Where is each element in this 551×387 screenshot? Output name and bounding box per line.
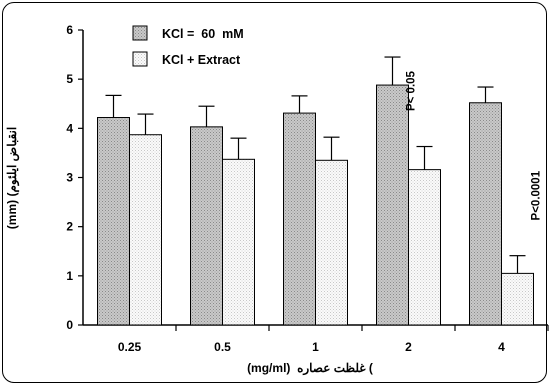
significance-annotation: P< 0.05 <box>406 70 418 111</box>
legend-swatch-kcl <box>132 25 148 41</box>
bar-extract <box>501 272 534 326</box>
bar-kcl <box>190 126 223 326</box>
significance-annotation: P<0.0001 <box>531 170 543 220</box>
x-tick-label: 2 <box>405 340 412 354</box>
bar-kcl <box>283 112 316 326</box>
plot-area: 0 1 2 3 4 5 6 0.25 0.5 1 2 4 P< 0.05 P<0.0001 <box>66 23 549 354</box>
y-tick-label: 1 <box>66 269 73 283</box>
x-tick-label: 1 <box>312 340 319 354</box>
bar-extract <box>222 158 255 326</box>
y-tick-label: 2 <box>66 220 73 234</box>
bar-kcl <box>376 84 409 326</box>
y-tick-label: 0 <box>66 318 73 332</box>
x-axis-title: (mg/ml) غلظت عصاره ( <box>247 361 373 376</box>
x-tick-label: 0.5 <box>214 340 231 354</box>
x-tick-label: 4 <box>498 340 505 354</box>
y-tick-label: 4 <box>66 121 73 135</box>
bar-extract <box>315 159 348 326</box>
bar-kcl <box>469 102 502 326</box>
legend-swatch-extract <box>132 51 148 67</box>
bar-kcl <box>97 117 130 326</box>
y-tick-label: 5 <box>66 72 73 86</box>
y-axis-title: (mm) (انقباض ايلئوم <box>5 127 20 229</box>
chart-frame <box>2 2 547 383</box>
bar-extract <box>408 169 441 326</box>
y-tick-label: 6 <box>66 23 73 37</box>
bar-extract <box>129 134 162 326</box>
legend-label-extract: KCl + Extract <box>162 53 241 67</box>
legend: KCl = 60 mM KCl + Extract <box>132 25 244 67</box>
legend-label-kcl: KCl = 60 mM <box>162 27 244 41</box>
x-tick-label: 0.25 <box>118 340 142 354</box>
y-tick-label: 3 <box>66 171 73 185</box>
